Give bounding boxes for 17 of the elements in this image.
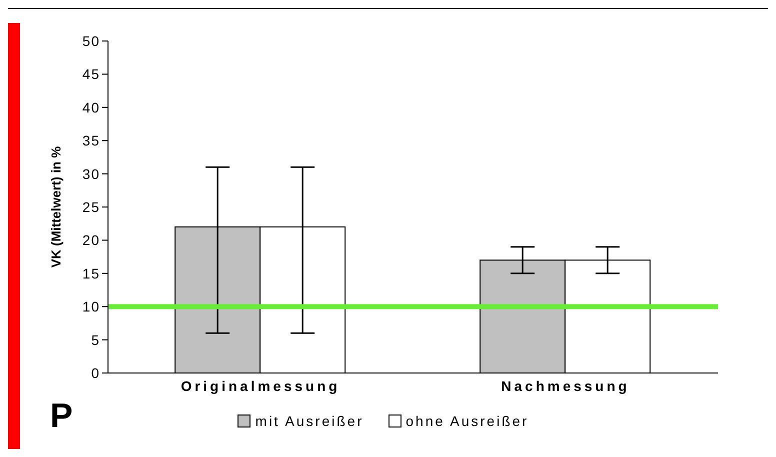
y-tick-label: 10 [82, 298, 100, 315]
legend-label: mit Ausreißer [255, 413, 364, 429]
y-tick-label: 30 [82, 166, 100, 182]
y-tick-label: 40 [82, 99, 100, 116]
y-tick-label: 20 [82, 232, 100, 248]
x-tick-label: Nachmessung [501, 378, 630, 394]
y-tick-label: 5 [91, 332, 100, 348]
y-tick-label: 50 [82, 32, 100, 49]
text: P [50, 397, 73, 436]
legend-label: ohne Ausreißer [406, 413, 529, 429]
x-tick-label: Originalmessung [180, 378, 340, 394]
y-tick-label: 25 [82, 198, 100, 215]
y-tick-label: 0 [91, 364, 100, 381]
y-axis-title: VK (Mittelwert) in % [48, 146, 64, 268]
y-tick-label: 15 [82, 265, 100, 282]
y-tick-label: 45 [82, 66, 100, 82]
y-tick-label: 35 [82, 132, 100, 149]
